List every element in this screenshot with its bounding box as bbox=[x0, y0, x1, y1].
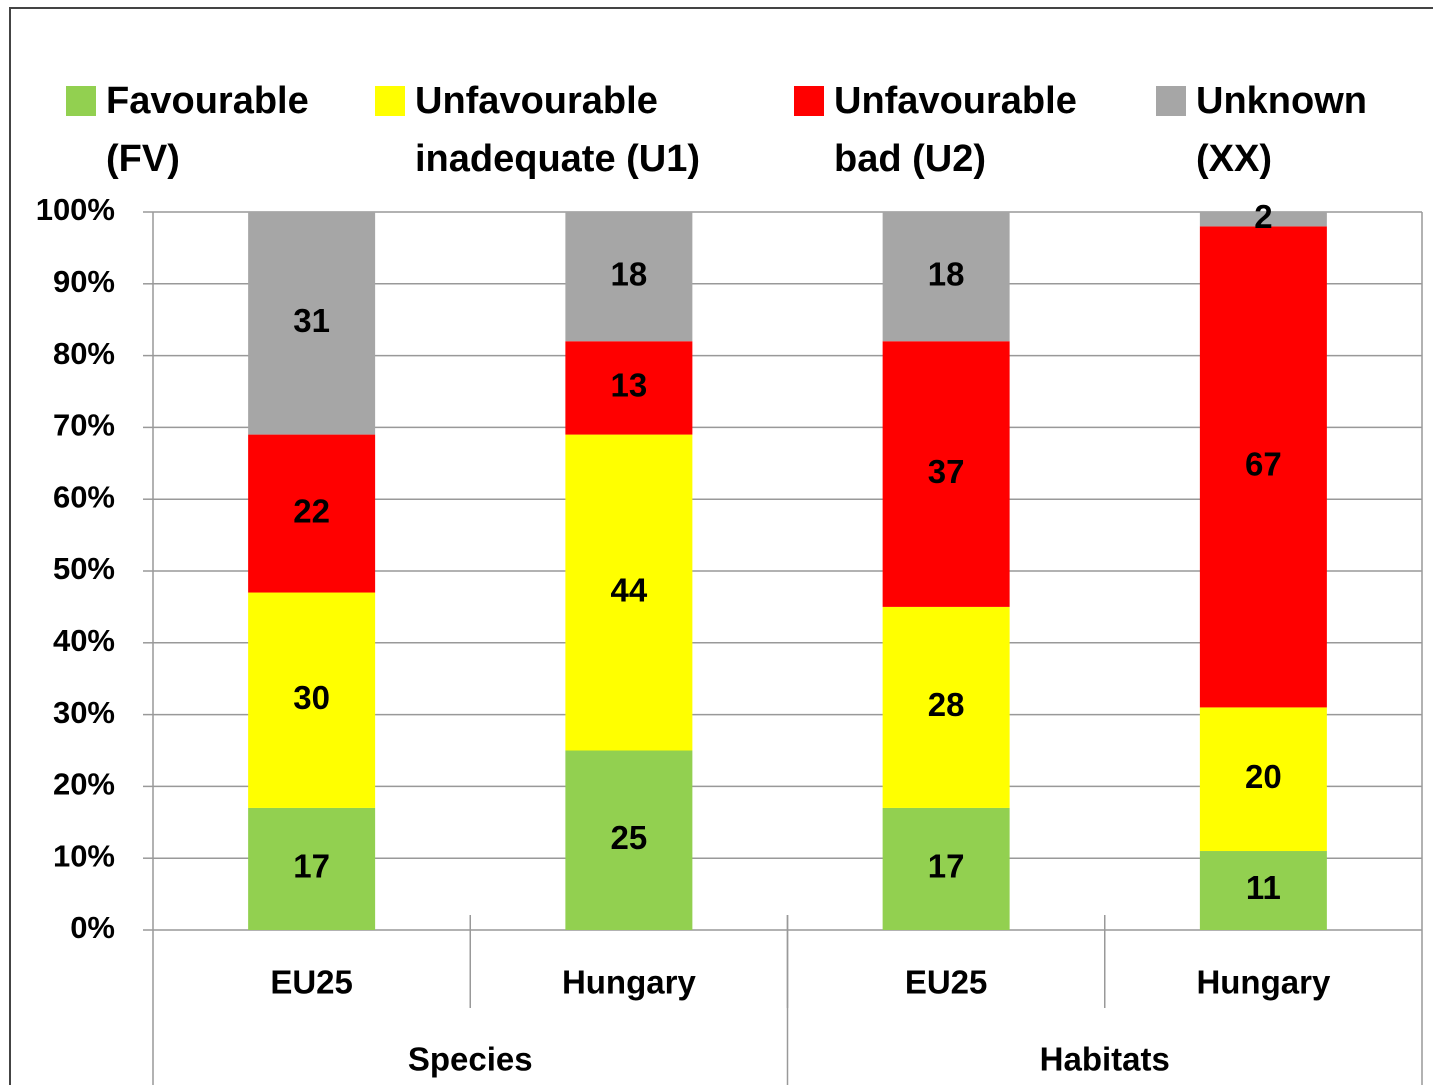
data-label: 17 bbox=[293, 848, 330, 885]
bar-segment bbox=[1199, 226, 1327, 708]
y-tick-label: 0% bbox=[70, 910, 115, 945]
x-tick-label: EU25 bbox=[270, 964, 353, 1001]
legend-label: Unfavourable bad (U2) bbox=[834, 80, 1077, 180]
bar-segment bbox=[248, 807, 376, 930]
data-label: 2 bbox=[1254, 198, 1272, 235]
bar-segment bbox=[1199, 851, 1327, 930]
data-label: 28 bbox=[928, 686, 965, 723]
bar-segment bbox=[1199, 707, 1327, 852]
bar-segment bbox=[882, 341, 1010, 607]
y-tick-label: 90% bbox=[53, 264, 115, 299]
data-label: 18 bbox=[611, 255, 648, 292]
y-tick-label: 10% bbox=[53, 838, 115, 873]
y-tick-label: 50% bbox=[53, 551, 115, 586]
data-label: 37 bbox=[928, 453, 965, 490]
bar-segment bbox=[1199, 212, 1327, 227]
legend-swatch bbox=[375, 86, 405, 116]
x-tick-label: Hungary bbox=[562, 964, 697, 1001]
x-tick-label: EU25 bbox=[905, 964, 988, 1001]
bar-segment bbox=[565, 212, 693, 342]
legend-label: Unknown (XX) bbox=[1196, 80, 1367, 180]
data-label: 44 bbox=[611, 571, 648, 608]
data-label: 17 bbox=[928, 848, 965, 885]
y-tick-label: 80% bbox=[53, 336, 115, 371]
frame bbox=[9, 7, 1433, 1085]
y-tick-label: 30% bbox=[53, 695, 115, 730]
data-label: 30 bbox=[293, 679, 330, 716]
y-tick-label: 40% bbox=[53, 623, 115, 658]
legend-swatch bbox=[794, 86, 824, 116]
bar-segment bbox=[248, 212, 376, 435]
bar-segment bbox=[882, 212, 1010, 342]
y-tick-label: 60% bbox=[53, 479, 115, 514]
y-tick-label: 70% bbox=[53, 408, 115, 443]
legend-label: Unfavourable inadequate (U1) bbox=[415, 80, 701, 180]
bar-segment bbox=[248, 434, 376, 593]
legend-item: Unfavourable bad (U2) bbox=[794, 72, 1134, 188]
y-tick-label: 100% bbox=[36, 192, 115, 227]
bar-segment bbox=[565, 434, 693, 751]
data-label: 25 bbox=[611, 819, 648, 856]
y-tick-label: 20% bbox=[53, 767, 115, 802]
data-label: 18 bbox=[928, 255, 965, 292]
bar-segment bbox=[565, 750, 693, 930]
legend-item: Unknown (XX) bbox=[1156, 72, 1411, 188]
group-label: Habitats bbox=[1040, 1041, 1170, 1078]
legend-swatch bbox=[66, 86, 96, 116]
data-label: 67 bbox=[1245, 446, 1282, 483]
bar-segment bbox=[882, 606, 1010, 808]
group-label: Species bbox=[408, 1041, 533, 1078]
legend-label: Favourable (FV) bbox=[106, 80, 309, 180]
legend-swatch bbox=[1156, 86, 1186, 116]
x-tick-label: Hungary bbox=[1196, 964, 1331, 1001]
legend-item: Unfavourable inadequate (U1) bbox=[375, 72, 775, 188]
bar-segment bbox=[882, 807, 1010, 930]
data-label: 20 bbox=[1245, 758, 1282, 795]
data-label: 22 bbox=[293, 492, 330, 529]
data-label: 11 bbox=[1246, 869, 1281, 906]
legend-item: Favourable (FV) bbox=[66, 72, 356, 188]
data-label: 31 bbox=[293, 302, 330, 339]
data-label: 13 bbox=[611, 367, 648, 404]
bar-segment bbox=[565, 341, 693, 435]
bar-segment bbox=[248, 592, 376, 808]
